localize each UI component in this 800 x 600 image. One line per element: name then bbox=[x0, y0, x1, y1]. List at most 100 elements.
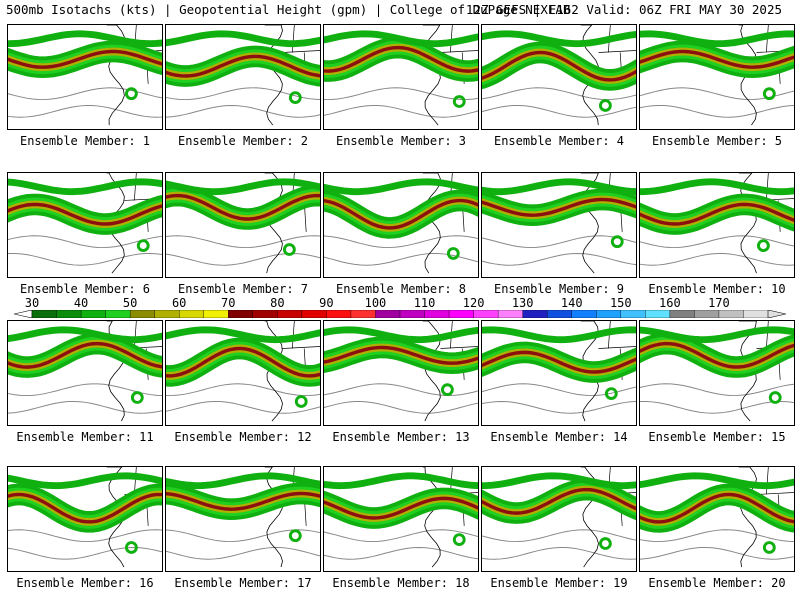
ensemble-member-caption: Ensemble Member: 3 bbox=[335, 134, 467, 148]
ensemble-member-map bbox=[481, 466, 637, 572]
ensemble-member-caption: Ensemble Member: 7 bbox=[177, 282, 309, 296]
height-contour bbox=[8, 400, 162, 414]
height-contour bbox=[482, 529, 636, 543]
cutoff-low-ring bbox=[124, 541, 138, 554]
ensemble-member-caption: Ensemble Member: 8 bbox=[335, 282, 467, 296]
height-contour bbox=[166, 400, 320, 414]
jet-isotach-band bbox=[640, 341, 794, 369]
colorbar-swatch bbox=[178, 310, 205, 318]
colorbar-swatch bbox=[252, 310, 279, 318]
model-valid-time: 12Z GEFS | F162 Valid: 06Z FRI MAY 30 20… bbox=[465, 2, 782, 17]
height-contour bbox=[482, 104, 636, 118]
jet-isotach-band bbox=[640, 49, 794, 69]
colorbar-swatch bbox=[497, 310, 524, 318]
height-contour bbox=[482, 235, 636, 249]
cutoff-low-ring bbox=[762, 541, 776, 554]
jet-isotach-band bbox=[8, 178, 162, 196]
colorbar-swatch bbox=[228, 310, 254, 318]
ensemble-member-map bbox=[165, 466, 321, 572]
jet-isotach-band bbox=[8, 341, 162, 369]
height-contour bbox=[324, 529, 478, 543]
height-contour bbox=[324, 253, 478, 266]
height-contour bbox=[640, 104, 794, 118]
jet-isotach-band bbox=[324, 496, 478, 520]
jet-isotach-band bbox=[640, 326, 794, 344]
jet-isotach-band bbox=[482, 30, 636, 48]
colorbar-swatch bbox=[350, 310, 377, 318]
colorbar-swatch bbox=[56, 310, 82, 318]
height-contour bbox=[324, 104, 478, 118]
cutoff-low-ring bbox=[598, 99, 612, 112]
jet-isotach-band bbox=[166, 326, 320, 344]
cutoff-low-ring bbox=[762, 87, 776, 101]
colorbar-tick-label: 40 bbox=[73, 296, 89, 310]
ensemble-member-caption: Ensemble Member: 15 bbox=[648, 430, 786, 444]
colorbar-swatch bbox=[326, 310, 352, 318]
cutoff-low-ring bbox=[440, 383, 454, 397]
jet-isotach-band bbox=[166, 54, 320, 78]
height-contour bbox=[166, 252, 320, 266]
height-contour bbox=[8, 87, 162, 101]
jet-isotach-band bbox=[482, 487, 636, 515]
colorbar-tick-label: 50 bbox=[122, 296, 138, 310]
colorbar-tick-label: 170 bbox=[708, 296, 730, 310]
jet-isotach-band bbox=[640, 492, 794, 524]
colorbar-tick-label: 130 bbox=[511, 296, 534, 310]
ensemble-member-caption: Ensemble Member: 19 bbox=[490, 576, 628, 590]
ensemble-member-caption: Ensemble Member: 6 bbox=[19, 282, 151, 296]
colorbar-swatch bbox=[129, 310, 156, 318]
ensemble-member-caption: Ensemble Member: 11 bbox=[16, 430, 154, 444]
height-contour bbox=[482, 252, 636, 266]
jet-isotach-band bbox=[482, 50, 636, 82]
colorbar-swatch bbox=[645, 310, 671, 318]
colorbar-swatch bbox=[547, 310, 573, 318]
coastline bbox=[106, 25, 125, 126]
colorbar-tick-label: 100 bbox=[364, 296, 387, 310]
height-contour bbox=[8, 235, 162, 249]
coastline bbox=[738, 467, 757, 568]
coastline bbox=[106, 321, 125, 422]
ensemble-member-caption: Ensemble Member: 5 bbox=[651, 134, 783, 148]
cutoff-low-ring bbox=[288, 91, 302, 104]
jet-isotach-band bbox=[8, 49, 162, 69]
jet-isotach-band bbox=[324, 178, 478, 196]
jet-isotach-band bbox=[640, 178, 794, 196]
coastline bbox=[264, 25, 283, 126]
colorbar-swatch bbox=[277, 310, 303, 318]
height-contour bbox=[640, 529, 794, 543]
colorbar-swatch bbox=[718, 310, 745, 318]
colorbar-swatch bbox=[31, 310, 58, 318]
ensemble-member-caption: Ensemble Member: 13 bbox=[332, 430, 470, 444]
colorbar-swatch bbox=[694, 310, 720, 318]
height-contour bbox=[324, 400, 478, 414]
coastline bbox=[264, 467, 283, 568]
height-contour bbox=[482, 546, 636, 560]
colorbar-swatch bbox=[203, 310, 229, 318]
cutoff-low-ring bbox=[130, 391, 144, 404]
cutoff-low-ring bbox=[294, 395, 308, 408]
ensemble-member-caption: Ensemble Member: 14 bbox=[490, 430, 628, 444]
height-contour bbox=[640, 400, 794, 414]
jet-isotach-band bbox=[482, 326, 636, 344]
jet-isotach-band bbox=[640, 202, 794, 226]
colorbar-tick-label: 120 bbox=[462, 296, 485, 310]
height-contour bbox=[324, 87, 478, 101]
height-contour bbox=[482, 400, 636, 414]
colorbar-tick-label: 150 bbox=[609, 296, 632, 310]
jet-isotach-band bbox=[8, 30, 162, 48]
colorbar-swatch bbox=[620, 310, 647, 318]
colorbar-right-arrow bbox=[767, 310, 786, 318]
colorbar-tick-label: 60 bbox=[171, 296, 187, 310]
jet-isotach-band bbox=[166, 491, 320, 511]
ensemble-member-map bbox=[7, 320, 163, 426]
jet-isotach-band bbox=[8, 326, 162, 344]
height-contour bbox=[482, 383, 636, 397]
cutoff-low-ring bbox=[610, 235, 624, 249]
height-contour bbox=[8, 529, 162, 543]
cutoff-low-ring bbox=[446, 247, 460, 260]
jet-isotach-band bbox=[482, 472, 636, 490]
ensemble-member-caption: Ensemble Member: 16 bbox=[16, 576, 154, 590]
jet-isotach-band bbox=[166, 193, 320, 221]
colorbar-swatch bbox=[669, 310, 696, 318]
ensemble-member-map bbox=[481, 24, 637, 130]
